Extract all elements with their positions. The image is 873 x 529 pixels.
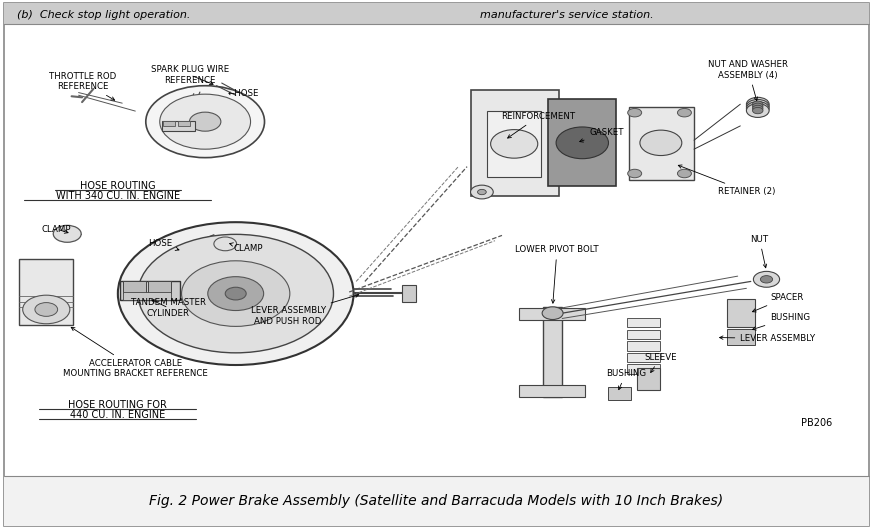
Bar	[629, 107, 694, 180]
Text: THROTTLE ROD
REFERENCE: THROTTLE ROD REFERENCE	[49, 72, 117, 100]
Circle shape	[138, 234, 333, 353]
Circle shape	[677, 108, 691, 117]
Circle shape	[118, 222, 354, 365]
Bar	[548, 99, 616, 186]
Text: REINFORCEMENT: REINFORCEMENT	[502, 112, 575, 138]
Circle shape	[628, 108, 642, 117]
Bar	[162, 121, 195, 131]
Text: CLAMP: CLAMP	[230, 243, 264, 253]
Bar	[120, 281, 180, 300]
Circle shape	[189, 112, 221, 131]
Circle shape	[53, 225, 81, 242]
Circle shape	[746, 104, 769, 117]
Circle shape	[753, 105, 763, 112]
Text: ←HOSE: ←HOSE	[228, 89, 259, 98]
Circle shape	[478, 189, 486, 195]
Bar	[543, 307, 562, 397]
Text: BUSHING: BUSHING	[753, 313, 810, 330]
Text: LOWER PIVOT BOLT: LOWER PIVOT BOLT	[515, 245, 599, 303]
Bar	[727, 299, 755, 327]
Text: GASKET: GASKET	[580, 127, 624, 142]
Text: WITH 340 CU. IN. ENGINE: WITH 340 CU. IN. ENGINE	[56, 191, 180, 200]
Circle shape	[677, 169, 691, 178]
Text: NUT AND WASHER
ASSEMBLY (4): NUT AND WASHER ASSEMBLY (4)	[708, 60, 788, 101]
Circle shape	[753, 101, 763, 107]
Text: BUSHING: BUSHING	[606, 369, 646, 390]
Bar	[19, 259, 73, 325]
Circle shape	[640, 130, 682, 156]
Bar	[637, 368, 660, 390]
Circle shape	[746, 102, 769, 115]
Circle shape	[225, 287, 246, 300]
Circle shape	[542, 307, 563, 320]
Bar	[4, 3, 869, 24]
Text: ACCELERATOR CABLE
MOUNTING BRACKET REFERENCE: ACCELERATOR CABLE MOUNTING BRACKET REFER…	[63, 327, 208, 378]
Bar	[178, 121, 190, 126]
Circle shape	[760, 276, 773, 283]
Circle shape	[753, 271, 780, 287]
Text: CLAMP: CLAMP	[42, 224, 72, 234]
Bar	[627, 330, 660, 339]
Bar	[627, 318, 660, 327]
Bar	[402, 285, 416, 302]
Bar	[627, 364, 660, 374]
Text: HOSE ROUTING FOR: HOSE ROUTING FOR	[68, 400, 168, 410]
Bar	[123, 292, 171, 300]
Circle shape	[23, 295, 70, 324]
Circle shape	[214, 237, 237, 251]
Text: LEVER ASSEMBLY
AND PUSH ROD: LEVER ASSEMBLY AND PUSH ROD	[251, 294, 359, 325]
Text: HOSE: HOSE	[148, 239, 179, 250]
Circle shape	[471, 185, 493, 199]
Circle shape	[182, 261, 290, 326]
Circle shape	[746, 99, 769, 113]
Circle shape	[35, 303, 58, 316]
Bar	[519, 308, 585, 320]
Text: SPARK PLUG WIRE
REFERENCE: SPARK PLUG WIRE REFERENCE	[151, 66, 230, 85]
Text: TANDEM MASTER
CYLINDER: TANDEM MASTER CYLINDER	[131, 298, 206, 317]
Text: PB206: PB206	[801, 418, 832, 428]
Text: Fig. 2 Power Brake Assembly (Satellite and Barracuda Models with 10 Inch Brakes): Fig. 2 Power Brake Assembly (Satellite a…	[149, 495, 724, 508]
Text: RETAINER (2): RETAINER (2)	[678, 165, 775, 196]
Bar	[727, 329, 755, 345]
Bar	[627, 353, 660, 362]
Circle shape	[491, 130, 538, 158]
Bar	[608, 387, 631, 400]
Text: SLEEVE: SLEEVE	[644, 352, 677, 372]
Text: LEVER ASSEMBLY: LEVER ASSEMBLY	[719, 334, 815, 343]
Circle shape	[753, 103, 763, 110]
Text: manufacturer's service station.: manufacturer's service station.	[480, 10, 654, 20]
Bar	[123, 281, 146, 293]
Circle shape	[160, 94, 251, 149]
Circle shape	[746, 97, 769, 111]
Bar	[163, 121, 175, 126]
Bar	[487, 111, 541, 177]
Circle shape	[556, 127, 608, 159]
Bar	[519, 385, 585, 397]
Circle shape	[146, 86, 265, 158]
Bar	[4, 476, 869, 526]
Bar	[627, 341, 660, 351]
Bar	[471, 90, 559, 196]
Text: 440 CU. IN. ENGINE: 440 CU. IN. ENGINE	[70, 410, 166, 419]
Text: (b)  Check stop light operation.: (b) Check stop light operation.	[17, 10, 191, 20]
Circle shape	[208, 277, 264, 311]
Text: NUT: NUT	[751, 234, 768, 268]
Text: SPACER: SPACER	[753, 293, 803, 312]
Circle shape	[628, 169, 642, 178]
Text: HOSE ROUTING: HOSE ROUTING	[80, 181, 155, 191]
Bar	[148, 281, 171, 293]
Circle shape	[753, 107, 763, 114]
